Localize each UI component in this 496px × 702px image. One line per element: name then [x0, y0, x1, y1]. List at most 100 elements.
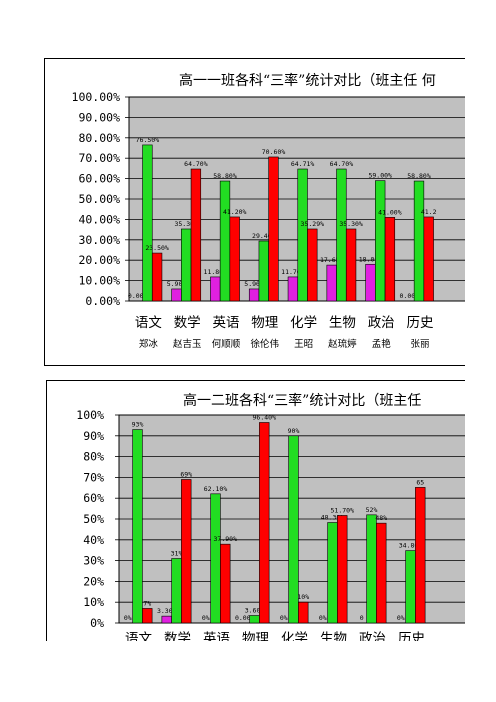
bar: [307, 228, 318, 302]
chart-class-1: 高一一班各科“三率”统计对比（班主任 何 0.00% 10.00% 20.00% 30.…: [72, 72, 465, 350]
y-tick-label: 30.00%: [78, 233, 120, 247]
x-tick-label: 生物: [320, 631, 347, 641]
x-tick-label: 英语: [203, 630, 230, 641]
bar: [415, 487, 426, 624]
bar: [298, 601, 309, 624]
bar: [384, 217, 396, 302]
x-tick-label: 语文: [135, 315, 162, 331]
data-label: 35.29%: [301, 220, 325, 228]
data-label: 0%: [280, 614, 288, 622]
bar: [259, 422, 270, 624]
x-tick-label: 物理: [251, 315, 278, 331]
y-tick-label: 10%: [83, 595, 104, 609]
data-label: 64.70%: [184, 160, 208, 168]
bar: [336, 168, 347, 302]
data-label: 23.50%: [145, 244, 169, 252]
y-tick-label: 100.00%: [72, 90, 121, 104]
data-label: 37.90%: [214, 535, 238, 543]
bar: [366, 514, 377, 624]
bar: [365, 263, 376, 302]
x-tick-label: 政治: [359, 631, 386, 641]
bar: [171, 558, 182, 624]
bar: [297, 168, 308, 302]
bar: [345, 228, 357, 302]
bar: [376, 522, 387, 624]
x-tick-label: 英语: [213, 314, 240, 331]
y-tick-label: 40%: [83, 533, 104, 547]
teacher-name: 张丽: [410, 339, 429, 350]
x-tick-label: 化学: [290, 315, 317, 331]
y-tick-label: 60%: [83, 491, 104, 505]
bar: [413, 180, 425, 302]
data-label: 51.70%: [331, 506, 355, 514]
y-tick-label: 90%: [83, 429, 104, 443]
y-tick-label: 20%: [83, 574, 104, 588]
y-tick-label: 90.00%: [78, 110, 120, 124]
bar: [287, 276, 299, 302]
bar: [248, 288, 260, 302]
bar: [190, 168, 202, 302]
data-label: 52%: [366, 506, 378, 514]
bar: [151, 252, 163, 302]
chart-panel-class-1: 高一一班各科“三率”统计对比（班主任 何 0.00% 10.00% 20.00% 30.…: [44, 58, 465, 366]
bar: [375, 180, 386, 302]
bar: [405, 550, 416, 624]
data-label: 0.00%: [235, 614, 255, 622]
bar: [142, 144, 153, 302]
bar: [181, 228, 192, 302]
bar: [423, 216, 434, 302]
bar: [171, 288, 182, 302]
teacher-name: 孟艳: [372, 338, 392, 350]
data-label: 0%: [124, 614, 132, 622]
data-label: 0%: [202, 614, 210, 622]
bar: [210, 493, 221, 624]
bar: [181, 479, 192, 624]
x-tick-label: 历史: [398, 631, 425, 641]
data-label: 11.76%: [281, 268, 305, 276]
y-tick-label: 70.00%: [78, 151, 120, 165]
data-label: 11.80%: [204, 268, 228, 276]
bar: [210, 276, 221, 302]
data-label: 7%: [143, 599, 151, 607]
x-tick-label: 语文: [125, 631, 152, 641]
data-label: 3.30%: [157, 607, 177, 615]
data-label: 41.20%: [223, 208, 247, 216]
data-label: 58.80%: [213, 172, 237, 180]
y-tick-label: 50.00%: [78, 192, 120, 206]
data-label: 0: [360, 614, 364, 622]
data-label: 5.90%: [244, 280, 264, 288]
data-label: 0%: [397, 614, 405, 622]
bar: [220, 543, 231, 624]
data-label: 65: [416, 478, 424, 486]
data-label: 93%: [132, 421, 144, 429]
data-label: 96.40%: [253, 413, 277, 421]
data-label: 35.30%: [174, 220, 198, 228]
y-tick-label: 80.00%: [78, 131, 120, 145]
teacher-name: 何顺顺: [212, 338, 241, 350]
data-label: 41.00%: [378, 208, 402, 216]
bar: [249, 615, 260, 624]
data-label: 69%: [180, 470, 192, 478]
x-tick-label: 政治: [368, 315, 395, 331]
chart-title: 高一二班各科“三率”统计对比（班主任: [183, 392, 421, 409]
y-tick-label: 50%: [83, 512, 104, 526]
data-label: 58.80%: [407, 172, 431, 180]
y-tick-label: 60.00%: [78, 172, 120, 186]
bar: [142, 608, 153, 624]
x-tick-label: 化学: [281, 631, 308, 641]
data-label: 48.30%: [321, 514, 345, 522]
y-tick-label: 30%: [83, 554, 104, 568]
chart-title: 高一一班各科“三率”统计对比（班主任 何: [179, 72, 436, 89]
bar: [219, 180, 231, 302]
y-tick-label: 70%: [83, 470, 104, 484]
y-tick-label: 0%: [90, 616, 104, 630]
data-label: 41.2: [421, 208, 437, 216]
data-label: 48%: [375, 514, 387, 522]
x-tick-label: 数学: [164, 631, 191, 641]
x-tick-label: 历史: [407, 315, 434, 331]
data-label: 34.80%: [399, 542, 423, 550]
data-label: 18.00%: [359, 255, 383, 263]
data-label: 64.71%: [291, 160, 315, 168]
data-label: 10%: [297, 593, 309, 601]
teacher-name: 郑冰: [139, 338, 159, 350]
